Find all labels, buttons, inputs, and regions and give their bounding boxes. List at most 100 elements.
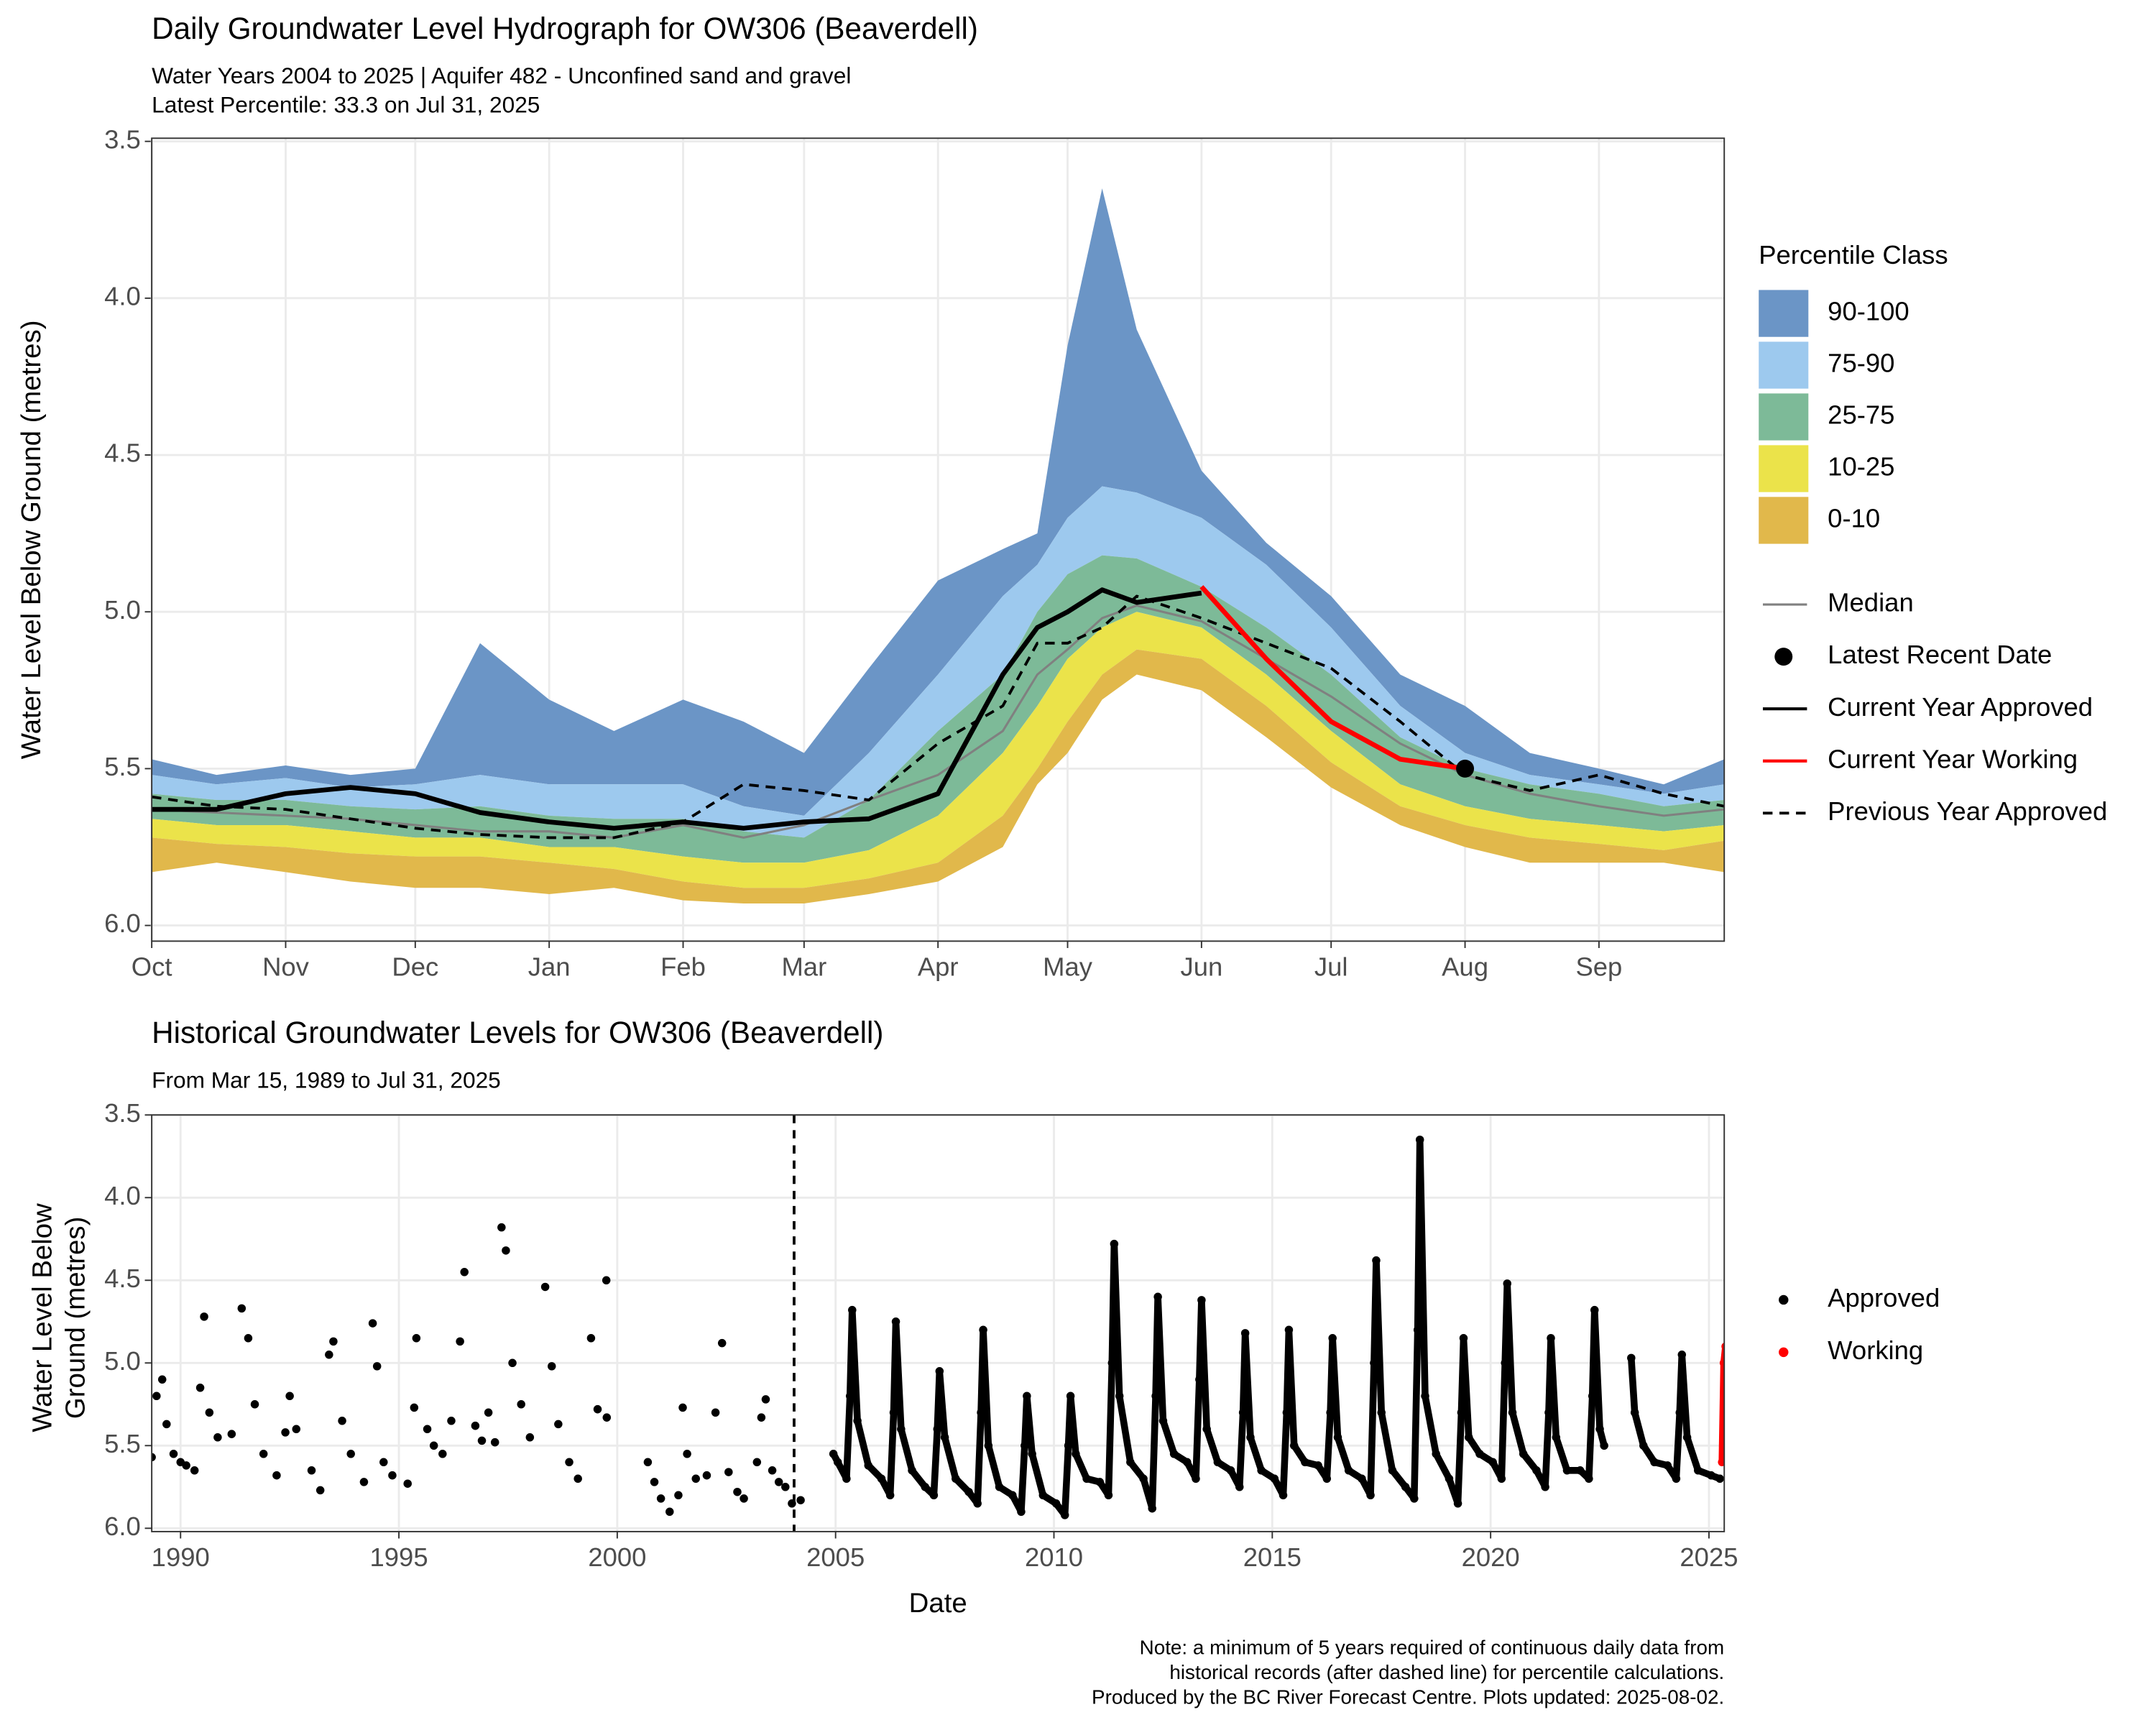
subtitle: Latest Percentile: 33.3 on Jul 31, 2025	[152, 92, 540, 118]
daily-trace	[1105, 1359, 1116, 1499]
point	[540, 1282, 550, 1292]
point	[864, 1461, 873, 1470]
point	[1289, 1441, 1299, 1450]
daily-trace	[980, 1326, 992, 1450]
point	[1051, 1499, 1061, 1508]
point	[665, 1507, 674, 1517]
x-tick-label: 1995	[370, 1542, 428, 1572]
x-tick-label: 2015	[1243, 1542, 1302, 1572]
daily-trace	[1508, 1409, 1527, 1458]
point	[1195, 1375, 1204, 1384]
point	[935, 1367, 944, 1376]
point	[1060, 1511, 1069, 1519]
point	[195, 1384, 205, 1392]
y-tick-label: 5.0	[104, 1346, 141, 1376]
point	[1721, 1342, 1725, 1351]
point	[757, 1413, 766, 1422]
point	[1366, 1491, 1375, 1500]
point	[1590, 1305, 1599, 1315]
point	[891, 1317, 900, 1326]
chart-title: Daily Groundwater Level Hydrograph for O…	[152, 12, 978, 45]
daily-trace	[854, 1417, 872, 1469]
daily-trace	[1378, 1409, 1396, 1474]
point	[1694, 1466, 1703, 1475]
point	[1326, 1408, 1335, 1417]
y-tick-label: 5.0	[104, 595, 141, 625]
legend-label: Working	[1828, 1335, 1923, 1365]
point	[1410, 1494, 1419, 1503]
daily-trace	[1072, 1450, 1090, 1483]
point	[940, 1433, 949, 1442]
daily-trace	[1154, 1293, 1167, 1425]
subtitle: Water Years 2004 to 2025 | Aquifer 482 -…	[152, 63, 851, 88]
point	[250, 1400, 259, 1409]
point	[412, 1334, 421, 1343]
point	[1115, 1392, 1124, 1401]
point	[929, 1491, 939, 1500]
y-tick-label: 6.0	[104, 908, 141, 938]
point	[1213, 1458, 1222, 1467]
point	[1110, 1239, 1119, 1248]
point	[829, 1450, 838, 1458]
point	[933, 1425, 942, 1434]
y-tick-label: 5.5	[104, 752, 141, 781]
point	[1675, 1408, 1685, 1417]
point	[554, 1420, 563, 1429]
point	[346, 1450, 355, 1458]
point	[281, 1428, 290, 1437]
daily-trace	[898, 1425, 916, 1474]
point	[1508, 1408, 1517, 1417]
point	[423, 1425, 432, 1434]
point	[1595, 1425, 1604, 1434]
point	[1270, 1474, 1279, 1484]
daily-trace	[1018, 1442, 1028, 1516]
point	[1519, 1450, 1528, 1458]
point	[1663, 1461, 1672, 1470]
percentile-band	[152, 612, 1725, 888]
daily-trace	[1067, 1392, 1079, 1458]
daily-trace	[1334, 1433, 1353, 1474]
plot-area	[152, 1115, 1725, 1532]
daily-trace	[1416, 1136, 1429, 1400]
point	[1082, 1474, 1091, 1484]
point	[1257, 1466, 1266, 1475]
point	[1023, 1392, 1031, 1401]
point	[1183, 1458, 1192, 1467]
point	[285, 1392, 294, 1401]
x-tick-label: Sep	[1575, 952, 1622, 981]
point	[1503, 1279, 1511, 1288]
point	[1388, 1466, 1397, 1475]
x-tick-label: Jan	[528, 952, 571, 981]
legend-label: Median	[1828, 588, 1914, 617]
point	[593, 1404, 602, 1414]
point	[456, 1337, 464, 1346]
point	[1072, 1450, 1080, 1458]
plot-border	[151, 137, 1726, 942]
x-tick-label: Dec	[392, 952, 438, 981]
y-tick-label: 4.5	[104, 1264, 141, 1293]
x-axis-title: Date	[909, 1588, 967, 1619]
daily-trace	[1023, 1392, 1036, 1458]
point	[338, 1417, 346, 1425]
daily-trace	[1547, 1334, 1560, 1441]
point	[897, 1425, 906, 1434]
point	[1707, 1471, 1715, 1480]
y-axis-title: Water Level Below	[27, 1203, 58, 1432]
daily-trace	[1503, 1280, 1516, 1417]
point	[691, 1474, 701, 1484]
point	[921, 1483, 930, 1491]
point	[410, 1403, 419, 1412]
note: Note: a minimum of 5 years required of c…	[1140, 1636, 1725, 1658]
point	[1235, 1483, 1244, 1491]
point	[169, 1450, 178, 1458]
point	[1372, 1256, 1381, 1265]
daily-trace	[1235, 1409, 1247, 1491]
daily-trace	[974, 1409, 985, 1507]
point	[1314, 1461, 1322, 1470]
legend-label: 75-90	[1828, 349, 1894, 378]
point	[995, 1483, 1004, 1491]
point	[213, 1433, 222, 1442]
point	[1682, 1433, 1692, 1442]
point	[1279, 1491, 1288, 1500]
